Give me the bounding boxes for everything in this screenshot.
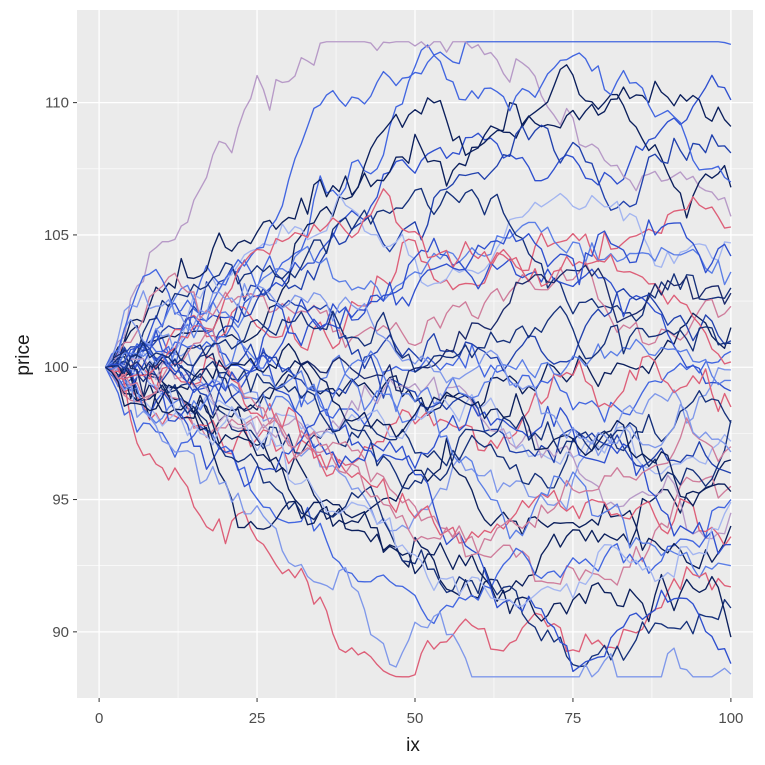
series-line-29 — [105, 356, 732, 668]
series-line-31 — [104, 316, 732, 673]
watermark-line-2: CSDN @拓端研究室 — [580, 739, 726, 757]
watermark: @拓端数据部落 CSDN @拓端研究室 — [580, 716, 726, 757]
x-axis-title: ix — [406, 735, 420, 756]
series-line-35 — [105, 287, 732, 416]
series-line-6 — [104, 124, 732, 368]
series-line-37 — [105, 359, 732, 490]
x-tick-label: 25 — [249, 710, 266, 727]
series-line-16 — [105, 355, 732, 477]
series-line-32 — [104, 366, 732, 678]
x-tick-label: 0 — [95, 710, 103, 727]
y-tick-label: 110 — [45, 95, 69, 112]
series-line-26 — [104, 366, 731, 555]
series-line-42 — [105, 219, 732, 394]
axis-ticks — [73, 102, 732, 702]
series-line-11 — [105, 261, 732, 368]
series-line-25 — [105, 355, 732, 547]
series-line-15 — [105, 237, 732, 416]
x-tick-label: 50 — [407, 710, 424, 727]
y-tick-label: 105 — [44, 227, 69, 244]
series-layer — [104, 41, 732, 678]
series-line-40 — [105, 323, 731, 414]
series-line-36 — [105, 188, 732, 380]
series-line-28 — [105, 366, 732, 678]
x-tick-label: 100 — [718, 710, 743, 727]
series-line-33 — [104, 52, 732, 368]
series-line-18 — [105, 366, 732, 475]
series-line-13 — [105, 324, 732, 426]
tick-labels: 0 25 50 75 100 90 95 100 105 110 — [44, 95, 743, 727]
series-line-20 — [105, 287, 732, 474]
series-line-38 — [104, 264, 732, 412]
series-line-3 — [104, 41, 732, 368]
y-tick-label: 95 — [52, 492, 69, 509]
series-line-41 — [105, 343, 732, 507]
series-line-4 — [104, 80, 732, 368]
series-line-39 — [105, 328, 732, 558]
series-line-1 — [105, 41, 732, 372]
watermark-line-1: @拓端数据部落 — [598, 716, 717, 735]
series-line-10 — [104, 187, 732, 368]
y-axis-title: price — [13, 334, 34, 375]
series-line-34 — [104, 364, 732, 607]
y-tick-label: 100 — [44, 359, 69, 376]
series-line-2 — [105, 74, 732, 369]
series-line-43 — [104, 283, 732, 453]
series-line-27 — [104, 354, 732, 579]
x-tick-label: 75 — [565, 710, 582, 727]
series-line-44 — [105, 305, 731, 374]
series-line-24 — [105, 365, 732, 570]
y-tick-label: 90 — [52, 624, 69, 641]
